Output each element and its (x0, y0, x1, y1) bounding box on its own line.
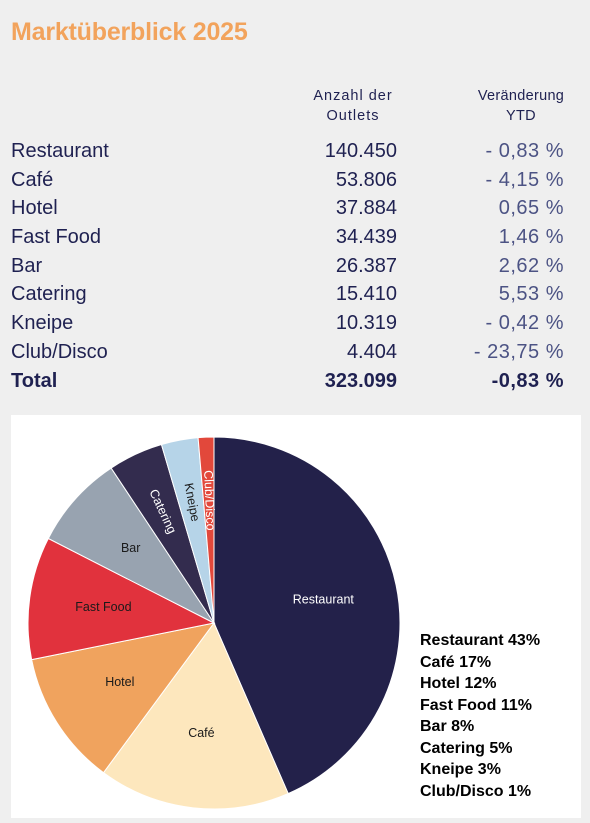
row-outlets: 140.450 (324, 140, 397, 162)
row-change: 0,65 % (498, 197, 564, 220)
column-header-outlets: Anzahl der Outlets (300, 86, 406, 126)
total-label: Total (11, 369, 58, 392)
legend-item: Bar 8% (420, 718, 475, 735)
row-name: Catering (11, 283, 87, 306)
row-name: Hotel (11, 197, 58, 220)
row-outlets: 4.404 (346, 340, 397, 363)
table-row: Restaurant 140.450 - 0,83 % (0, 137, 590, 166)
row-name: Club/Disco (11, 340, 108, 363)
row-name: Bar (11, 254, 43, 277)
row-change: 5,53 % (498, 283, 564, 306)
row-outlets: 53.806 (335, 168, 397, 191)
row-outlets: 10.319 (335, 312, 397, 335)
pie-label: Hotel (105, 675, 134, 689)
legend-item: Hotel 12% (420, 675, 497, 692)
row-name: Café (11, 168, 54, 191)
row-change: - 23,75 % (473, 340, 564, 363)
page-title: Marktüberblick 2025 (11, 18, 248, 46)
row-outlets: 26.387 (335, 254, 397, 277)
legend-item: Kneipe 3% (420, 761, 501, 778)
row-change: - 4,15 % (485, 168, 564, 191)
market-table: Restaurant 140.450 - 0,83 % Café 53.806 … (0, 137, 590, 395)
pie-slice-caf- (102, 622, 289, 810)
table-row: Café 53.806 - 4,15 % (0, 166, 590, 195)
row-change: - 0,83 % (485, 140, 564, 162)
legend-item: Café 17% (420, 653, 492, 671)
legend-item: Club/Disco 1% (420, 782, 532, 800)
table-total-row: Total 323.099 -0,83 % (0, 367, 590, 396)
pie-label: Restaurant (293, 593, 355, 607)
row-outlets: 37.884 (335, 197, 397, 220)
row-name: Fast Food (11, 226, 102, 249)
total-outlets: 323.099 (324, 369, 397, 392)
column-header-outlets-line2: Outlets (326, 108, 380, 124)
pie-label: Club/Disco (201, 470, 218, 531)
table-row: Bar 26.387 2,62 % (0, 252, 590, 281)
column-header-change-line1: Veränderung (477, 88, 565, 104)
row-change: 1,46 % (498, 226, 564, 249)
table-row: Fast Food 34.439 1,46 % (0, 223, 590, 252)
legend-item: Fast Food 11% (420, 696, 533, 714)
total-change: -0,83 % (491, 369, 564, 392)
row-change: - 0,42 % (485, 312, 564, 335)
table-row: Kneipe 10.319 - 0,42 % (0, 309, 590, 338)
table-row: Club/Disco 4.404 - 23,75 % (0, 338, 590, 367)
pie-slice-fast-food (27, 537, 216, 661)
pie-slice-club-disco (197, 436, 215, 624)
legend-item: Catering 5% (420, 739, 513, 757)
pie-slice-hotel (31, 622, 216, 774)
legend-item: Restaurant 43% (420, 632, 541, 649)
row-outlets: 34.439 (335, 226, 397, 249)
chart-panel: Restaurant Café Hotel Fast Food Bar Catering K… (11, 415, 581, 818)
pie-label: Bar (121, 541, 140, 555)
table-row: Hotel 37.884 0,65 % (0, 194, 590, 223)
row-change: 2,62 % (498, 254, 564, 277)
row-name: Restaurant (11, 140, 109, 162)
column-header-outlets-line1: Anzahl der (313, 88, 393, 104)
column-header-change: Veränderung YTD (462, 86, 580, 126)
row-outlets: 15.410 (335, 283, 397, 306)
pie-label: Fast Food (75, 600, 131, 614)
row-name: Kneipe (11, 312, 74, 335)
table-row: Catering 15.410 5,53 % (0, 280, 590, 309)
pie-slice-bar (47, 467, 216, 625)
pie-slice-restaurant (213, 436, 401, 795)
column-header-change-line2: YTD (506, 108, 536, 124)
pie-label: Café (188, 726, 214, 740)
chart-legend: Restaurant 43% Café 17% Hotel 12% Fast F… (420, 630, 540, 802)
